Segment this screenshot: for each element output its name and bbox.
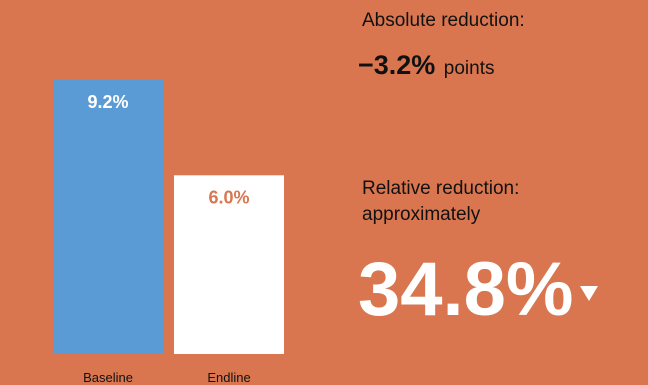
absolute-reduction-value-line: −3.2% points [358,50,494,81]
relative-reduction-value: 34.8% [358,247,574,332]
data-label-baseline: 9.2% [87,92,128,112]
down-triangle-icon [579,286,598,301]
data-label-endline: 6.0% [208,187,249,207]
bar-endline [174,175,284,354]
category-label-baseline: Baseline [83,370,133,385]
absolute-reduction-value: −3.2% [358,50,436,80]
absolute-reduction-title: Absolute reduction: [362,10,525,31]
absolute-reduction-unit: points [443,58,495,79]
bar-baseline [53,80,163,354]
category-label-endline: Endline [207,370,250,385]
relative-reduction-value-line: 34.8% [358,252,598,328]
relative-reduction-title: Relative reduction: approximately [362,178,520,225]
